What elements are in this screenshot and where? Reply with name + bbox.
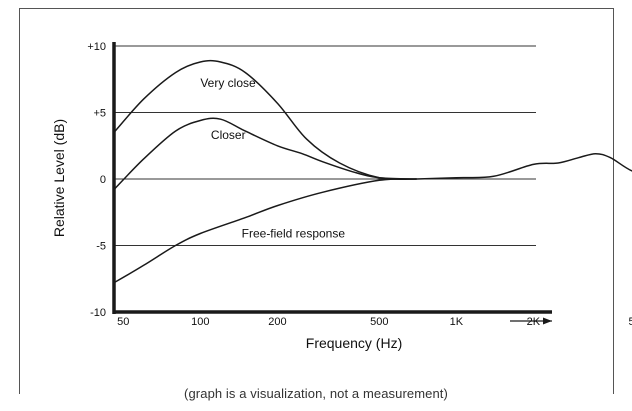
x-axis-title: Frequency (Hz) (306, 335, 402, 351)
y-tick-labels: +10 +5 0 -5 -10 (87, 41, 106, 319)
x-tick-label: 1K (450, 316, 464, 328)
x-axis-arrow-head (543, 317, 552, 325)
y-tick-label: +10 (87, 41, 106, 53)
x-tick-labels: 50 100 200 500 1K 2K 5K (117, 316, 632, 328)
caption: (graph is a visualization, not a measure… (184, 386, 448, 401)
y-tick-label: 0 (100, 174, 106, 186)
y-axis-title: Relative Level (dB) (51, 119, 67, 237)
x-tick-label: 50 (117, 316, 129, 328)
series-lines (113, 59, 632, 284)
x-tick-label: 5K (629, 316, 632, 328)
series-line-very-close (113, 59, 417, 180)
grid-lines (114, 45, 536, 246)
annotation-label: Free-field response (242, 227, 346, 241)
x-tick-label: 100 (191, 316, 209, 328)
x-tick-label: 500 (370, 316, 388, 328)
y-tick-label: -10 (90, 307, 106, 319)
series-line-free-field-response (113, 152, 632, 284)
x-tick-label: 200 (268, 316, 286, 328)
x-tick-label: 2K (527, 316, 541, 328)
y-tick-label: +5 (93, 108, 106, 120)
annotation-label: Closer (211, 128, 246, 142)
annotation-label: Very close (200, 76, 256, 90)
y-tick-label: -5 (96, 241, 106, 253)
axes (112, 42, 552, 325)
series-line-closer (113, 117, 417, 191)
annotations: Very close Closer Free-field response (200, 76, 345, 240)
chart-frame (19, 8, 614, 394)
